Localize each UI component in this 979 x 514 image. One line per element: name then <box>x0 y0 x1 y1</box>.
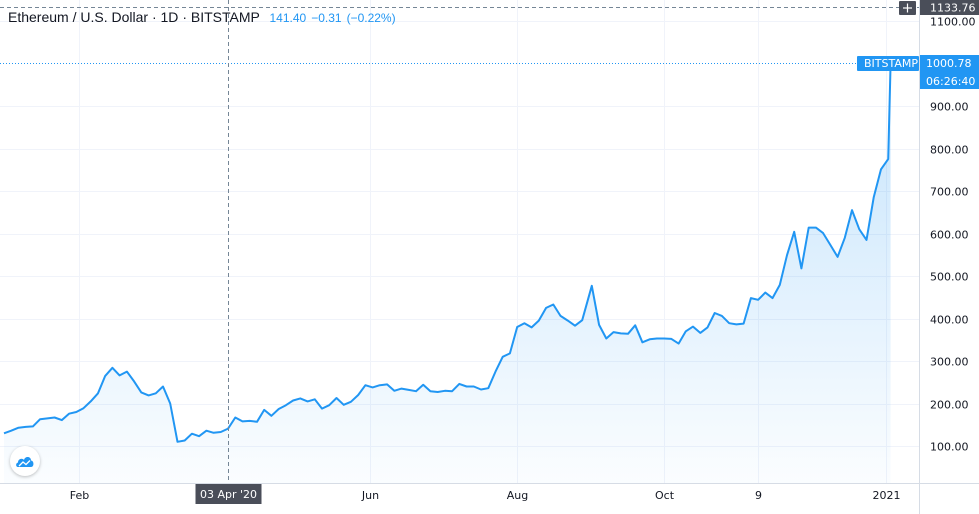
last-price-tag: 1000.78 06:26:40 <box>920 55 979 89</box>
price-tick-label: 200.00 <box>930 399 969 412</box>
quote-values: 141.40 −0.31 (−0.22%) <box>269 11 400 25</box>
time-tick-label: Jun <box>361 489 379 502</box>
price-line <box>3 63 892 443</box>
tradingview-logo-icon[interactable] <box>10 446 40 476</box>
time-tick-label: Feb <box>70 489 89 502</box>
price-tick-label: 1100.00 <box>930 16 976 29</box>
price-area-fill <box>4 63 891 483</box>
svg-text:1133.76: 1133.76 <box>930 2 976 15</box>
price-tick-label: 800.00 <box>930 144 969 157</box>
change-value: −0.31 <box>311 11 342 25</box>
change-percent: (−0.22%) <box>346 11 396 25</box>
cloud-logo-icon <box>16 457 34 467</box>
price-tick-label: 100.00 <box>930 441 969 454</box>
time-tick-label: Oct <box>655 489 675 502</box>
time-tick-label: Aug <box>507 489 528 502</box>
exchange-name: BITSTAMP <box>190 9 260 25</box>
price-tick-label: 600.00 <box>930 229 969 242</box>
crosshair-price-label: 1133.76 <box>920 0 979 15</box>
svg-text:03 Apr '20: 03 Apr '20 <box>200 488 257 501</box>
time-tick-label: 2021 <box>873 489 901 502</box>
price-tick-label: 700.00 <box>930 186 969 199</box>
price-tick-label: 900.00 <box>930 101 969 114</box>
svg-text:06:26:40: 06:26:40 <box>926 75 975 88</box>
time-axis[interactable]: Feb Jun Aug Oct 9 2021 <box>70 489 901 502</box>
interval-label[interactable]: 1D <box>160 9 179 25</box>
exchange-tag: BITSTAMP <box>857 56 919 71</box>
price-tick-label: 300.00 <box>930 356 969 369</box>
symbol-name[interactable]: Ethereum / U.S. Dollar <box>8 9 149 25</box>
last-value: 141.40 <box>269 11 307 25</box>
time-tick-label: 9 <box>755 489 762 502</box>
price-tick-label: 400.00 <box>930 314 969 327</box>
crosshair-date-label: 03 Apr '20 <box>195 484 262 504</box>
svg-text:BITSTAMP: BITSTAMP <box>864 57 918 70</box>
chart-legend: Ethereum / U.S. Dollar · 1D · BITSTAMP 1… <box>8 9 401 25</box>
svg-text:1000.78: 1000.78 <box>926 57 972 70</box>
price-tick-label: 500.00 <box>930 271 969 284</box>
price-axis[interactable]: 100.00 200.00 300.00 400.00 500.00 600.00 700.… <box>930 16 976 454</box>
crosshair-plus-button[interactable] <box>899 1 916 15</box>
